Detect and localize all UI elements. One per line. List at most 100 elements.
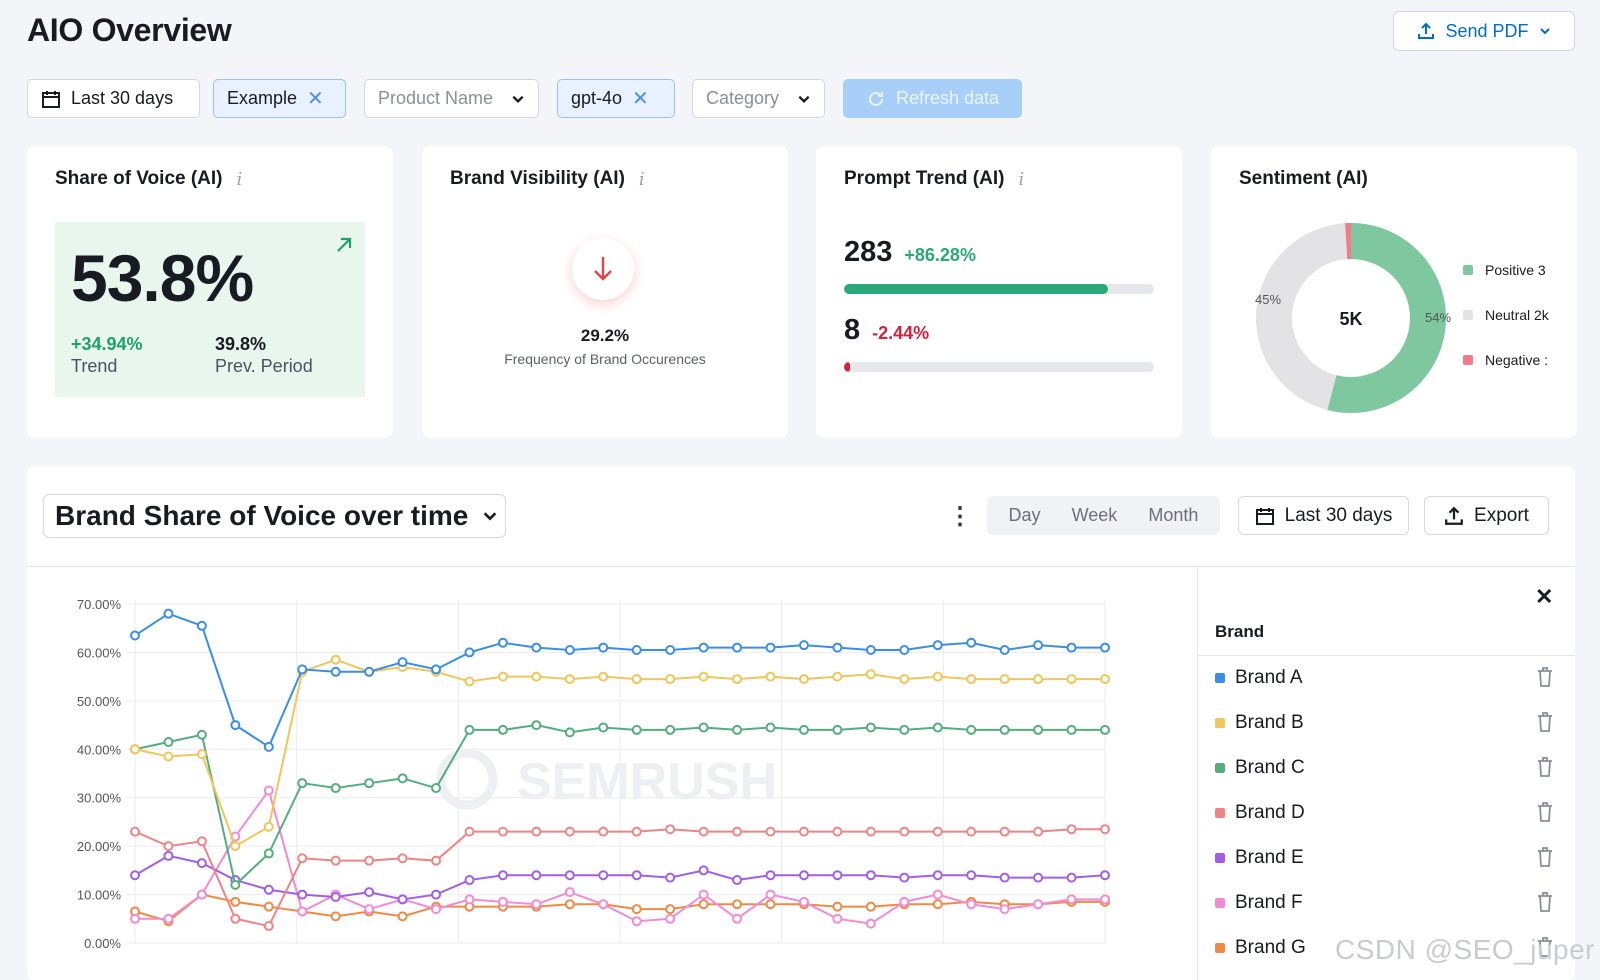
data-point[interactable]: [330, 654, 341, 665]
data-point[interactable]: [732, 724, 743, 735]
data-point[interactable]: [297, 906, 308, 917]
trash-icon[interactable]: [1535, 846, 1555, 874]
data-point[interactable]: [798, 724, 809, 735]
data-point[interactable]: [364, 666, 375, 677]
data-point[interactable]: [564, 899, 575, 910]
data-point[interactable]: [966, 826, 977, 837]
brand-list-item[interactable]: Brand D: [1215, 798, 1555, 828]
data-point[interactable]: [999, 645, 1010, 656]
data-point[interactable]: [899, 674, 910, 685]
donut-slice[interactable]: [1345, 223, 1351, 260]
data-point[interactable]: [130, 870, 140, 881]
data-point[interactable]: [665, 645, 676, 656]
data-point[interactable]: [330, 891, 341, 902]
data-point[interactable]: [531, 870, 542, 881]
data-point[interactable]: [364, 904, 375, 915]
data-point[interactable]: [966, 870, 977, 881]
data-point[interactable]: [798, 870, 809, 881]
data-point[interactable]: [497, 724, 508, 735]
data-point[interactable]: [1033, 872, 1044, 883]
data-point[interactable]: [665, 904, 676, 915]
data-point[interactable]: [832, 724, 843, 735]
data-point[interactable]: [497, 826, 508, 837]
legend-negative[interactable]: Negative :: [1463, 352, 1559, 368]
data-point[interactable]: [665, 913, 676, 924]
refresh-data-button[interactable]: Refresh data: [843, 79, 1022, 118]
data-point[interactable]: [497, 637, 508, 648]
close-icon[interactable]: ✕: [1535, 584, 1554, 609]
data-point[interactable]: [531, 826, 542, 837]
data-point[interactable]: [1066, 674, 1077, 685]
date-range-filter[interactable]: Last 30 days: [27, 79, 200, 118]
data-point[interactable]: [631, 645, 642, 656]
data-point[interactable]: [899, 645, 910, 656]
data-point[interactable]: [798, 674, 809, 685]
data-point[interactable]: [765, 889, 776, 900]
data-point[interactable]: [1033, 724, 1044, 735]
data-point[interactable]: [397, 894, 408, 905]
data-point[interactable]: [297, 853, 308, 864]
data-point[interactable]: [1066, 642, 1077, 653]
data-point[interactable]: [765, 722, 776, 733]
data-point[interactable]: [899, 826, 910, 837]
data-point[interactable]: [798, 896, 809, 907]
data-point[interactable]: [1100, 870, 1110, 881]
data-point[interactable]: [865, 645, 876, 656]
data-point[interactable]: [932, 870, 943, 881]
brand-list-item[interactable]: Brand A: [1215, 663, 1555, 693]
data-point[interactable]: [698, 899, 709, 910]
data-point[interactable]: [865, 901, 876, 912]
data-point[interactable]: [330, 666, 341, 677]
donut-slice[interactable]: [1327, 223, 1446, 413]
data-point[interactable]: [832, 671, 843, 682]
legend-neutral[interactable]: Neutral 2k: [1463, 307, 1559, 323]
data-point[interactable]: [798, 640, 809, 651]
data-point[interactable]: [598, 870, 609, 881]
brand-list-item[interactable]: Brand E: [1215, 843, 1555, 873]
trash-icon[interactable]: [1535, 756, 1555, 784]
data-point[interactable]: [464, 875, 475, 886]
data-point[interactable]: [1066, 872, 1077, 883]
period-month[interactable]: Month: [1148, 505, 1199, 525]
data-point[interactable]: [297, 664, 308, 675]
data-point[interactable]: [564, 727, 575, 738]
data-point[interactable]: [698, 722, 709, 733]
data-point[interactable]: [631, 916, 642, 927]
data-point[interactable]: [598, 642, 609, 653]
data-point[interactable]: [464, 724, 475, 735]
data-point[interactable]: [1033, 826, 1044, 837]
data-point[interactable]: [832, 870, 843, 881]
data-point[interactable]: [899, 724, 910, 735]
data-point[interactable]: [163, 841, 174, 852]
data-point[interactable]: [832, 826, 843, 837]
data-point[interactable]: [564, 674, 575, 685]
project-filter[interactable]: Example ✕: [213, 79, 346, 118]
data-point[interactable]: [263, 785, 274, 796]
trash-icon[interactable]: [1535, 666, 1555, 694]
data-point[interactable]: [865, 826, 876, 837]
data-point[interactable]: [765, 642, 776, 653]
brand-list-item[interactable]: Brand B: [1215, 708, 1555, 738]
data-point[interactable]: [665, 872, 676, 883]
data-point[interactable]: [832, 913, 843, 924]
data-point[interactable]: [1100, 824, 1110, 835]
data-point[interactable]: [698, 865, 709, 876]
category-dropdown[interactable]: Category: [692, 79, 825, 118]
data-point[interactable]: [698, 671, 709, 682]
data-point[interactable]: [497, 896, 508, 907]
data-point[interactable]: [966, 899, 977, 910]
data-point[interactable]: [364, 778, 375, 789]
data-point[interactable]: [1066, 894, 1077, 905]
data-point[interactable]: [397, 773, 408, 784]
data-point[interactable]: [531, 671, 542, 682]
data-point[interactable]: [1100, 724, 1110, 735]
more-options-icon[interactable]: ⋮: [948, 503, 972, 530]
send-pdf-button[interactable]: Send PDF: [1393, 11, 1575, 51]
data-point[interactable]: [966, 637, 977, 648]
data-point[interactable]: [163, 737, 174, 748]
trash-icon[interactable]: [1535, 936, 1555, 964]
data-point[interactable]: [263, 901, 274, 912]
data-point[interactable]: [798, 826, 809, 837]
data-point[interactable]: [230, 913, 241, 924]
data-point[interactable]: [330, 855, 341, 866]
